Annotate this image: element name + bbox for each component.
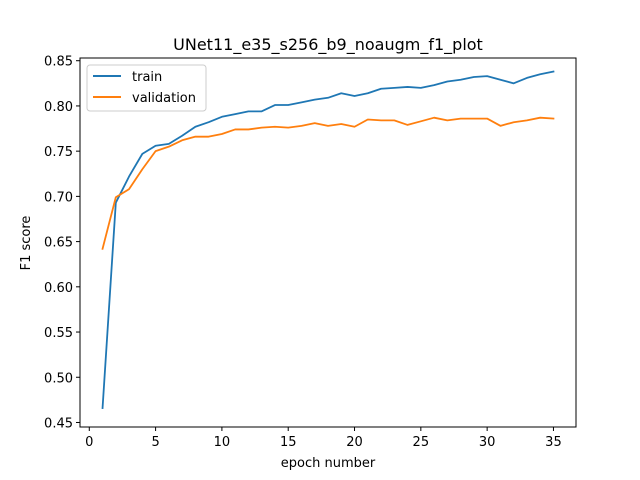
y-tick-label: 0.55 [44, 326, 73, 341]
y-tick-label: 0.75 [44, 145, 73, 160]
y-tick-label: 0.50 [44, 371, 73, 386]
y-tick-label: 0.60 [44, 281, 73, 296]
x-tick-label: 35 [545, 435, 562, 450]
y-tick-label: 0.85 [44, 55, 73, 70]
x-tick-label: 30 [479, 435, 496, 450]
plot-frame [79, 57, 577, 428]
chart-title: UNet11_e35_s256_b9_noaugm_f1_plot [173, 35, 483, 55]
legend: train validation [86, 64, 207, 112]
legend-label-train: train [132, 70, 162, 85]
y-tick-label: 0.70 [44, 190, 73, 205]
legend-label-validation: validation [132, 91, 196, 106]
y-tick-label: 0.80 [44, 100, 73, 115]
y-tick-label: 0.45 [44, 416, 73, 431]
series-line-train [101, 70, 555, 409]
series-line-validation [101, 116, 555, 250]
x-tick-label: 10 [214, 435, 231, 450]
y-axis-label: F1 score [19, 216, 34, 271]
x-tick-label: 15 [280, 435, 297, 450]
x-tick-label: 5 [151, 435, 159, 450]
series-layer [101, 70, 555, 409]
x-axis-label: epoch number [281, 456, 376, 471]
x-tick-label: 20 [346, 435, 363, 450]
x-tick-label: 25 [413, 435, 430, 450]
x-axis: 0 5 10 15 20 25 30 35 [85, 427, 562, 450]
y-axis: 0.45 0.50 0.55 0.60 0.65 0.70 0.75 0.80 0.85 [44, 55, 80, 431]
x-tick-label: 0 [85, 435, 93, 450]
y-tick-label: 0.65 [44, 236, 73, 251]
